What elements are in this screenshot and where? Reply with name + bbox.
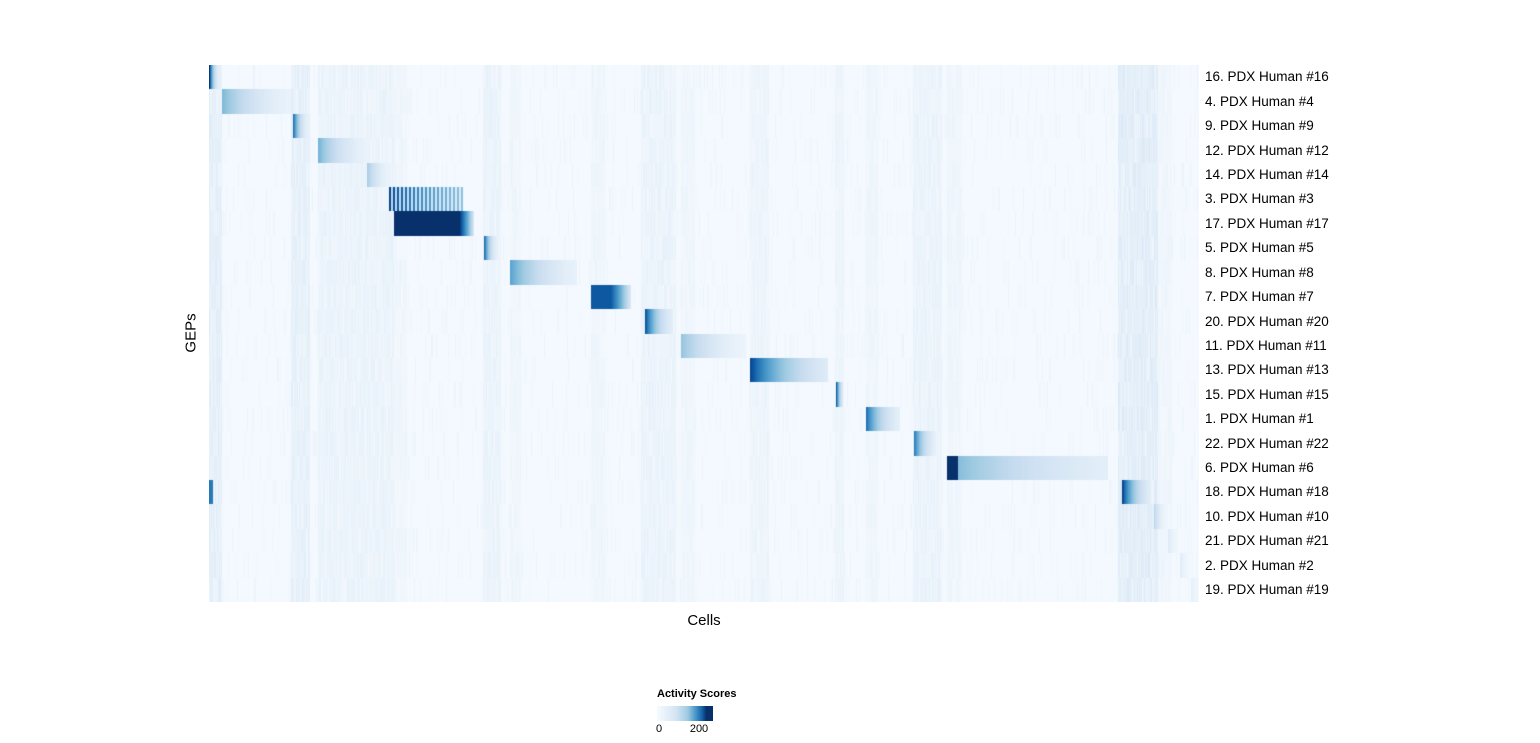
row-label: 21. PDX Human #21 bbox=[1205, 533, 1329, 549]
row-label: 16. PDX Human #16 bbox=[1205, 69, 1329, 85]
row-label: 1. PDX Human #1 bbox=[1205, 411, 1314, 427]
colorbar-gradient bbox=[657, 706, 713, 721]
row-label: 14. PDX Human #14 bbox=[1205, 167, 1329, 183]
row-label: 9. PDX Human #9 bbox=[1205, 118, 1314, 134]
row-label: 17. PDX Human #17 bbox=[1205, 215, 1329, 231]
colorbar-legend: Activity Scores 0 200 bbox=[655, 688, 797, 736]
row-label: 3. PDX Human #3 bbox=[1205, 191, 1314, 207]
row-label: 20. PDX Human #20 bbox=[1205, 313, 1329, 329]
legend-tick-min: 0 bbox=[655, 723, 663, 735]
row-label: 11. PDX Human #11 bbox=[1205, 337, 1327, 353]
row-label: 7. PDX Human #7 bbox=[1205, 289, 1314, 305]
x-axis-label: Cells bbox=[687, 612, 721, 629]
row-label: 22. PDX Human #22 bbox=[1205, 435, 1329, 451]
legend-tick-max: 200 bbox=[689, 723, 709, 735]
row-label: 19. PDX Human #19 bbox=[1205, 581, 1329, 597]
y-axis-label: GEPs bbox=[182, 313, 200, 353]
row-label: 13. PDX Human #13 bbox=[1205, 362, 1329, 378]
row-label: 8. PDX Human #8 bbox=[1205, 264, 1314, 280]
row-label: 4. PDX Human #4 bbox=[1205, 93, 1314, 109]
row-label: 2. PDX Human #2 bbox=[1205, 557, 1314, 573]
row-labels: 16. PDX Human #16 4. PDX Human #4 9. PDX H… bbox=[1205, 65, 1425, 602]
legend-ticks: 0 200 bbox=[655, 723, 713, 736]
row-label: 15. PDX Human #15 bbox=[1205, 386, 1329, 402]
row-label: 10. PDX Human #10 bbox=[1205, 508, 1329, 524]
heatmap-canvas bbox=[209, 65, 1199, 602]
row-label: 6. PDX Human #6 bbox=[1205, 459, 1314, 475]
row-label: 5. PDX Human #5 bbox=[1205, 240, 1314, 256]
row-label: 12. PDX Human #12 bbox=[1205, 142, 1329, 158]
row-label: 18. PDX Human #18 bbox=[1205, 484, 1329, 500]
legend-title: Activity Scores bbox=[657, 688, 737, 700]
